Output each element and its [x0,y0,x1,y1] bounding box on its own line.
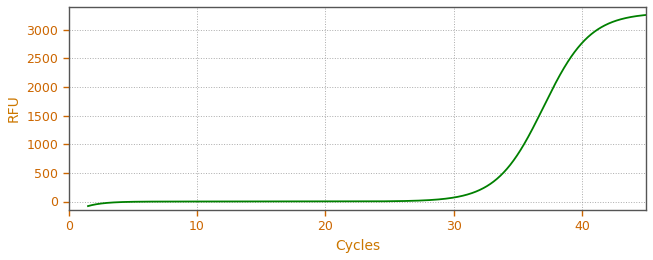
Y-axis label: RFU: RFU [7,95,21,122]
X-axis label: Cycles: Cycles [335,239,380,253]
